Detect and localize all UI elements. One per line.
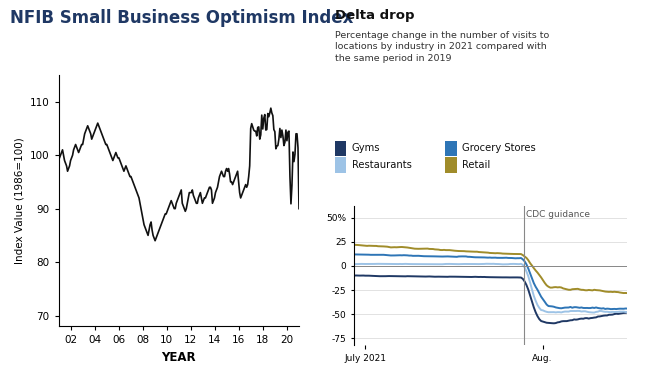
Text: NFIB Small Business Optimism Index: NFIB Small Business Optimism Index [10,9,353,27]
X-axis label: YEAR: YEAR [161,351,196,364]
Text: Restaurants: Restaurants [352,160,411,170]
Y-axis label: Index Value (1986=100): Index Value (1986=100) [14,137,24,264]
Text: Percentage change in the number of visits to
locations by industry in 2021 compa: Percentage change in the number of visit… [335,31,549,63]
Text: Gyms: Gyms [352,143,380,153]
Text: Delta drop: Delta drop [335,9,414,22]
Text: Retail: Retail [462,160,490,170]
Text: Grocery Stores: Grocery Stores [462,143,536,153]
Text: CDC guidance: CDC guidance [526,210,590,219]
